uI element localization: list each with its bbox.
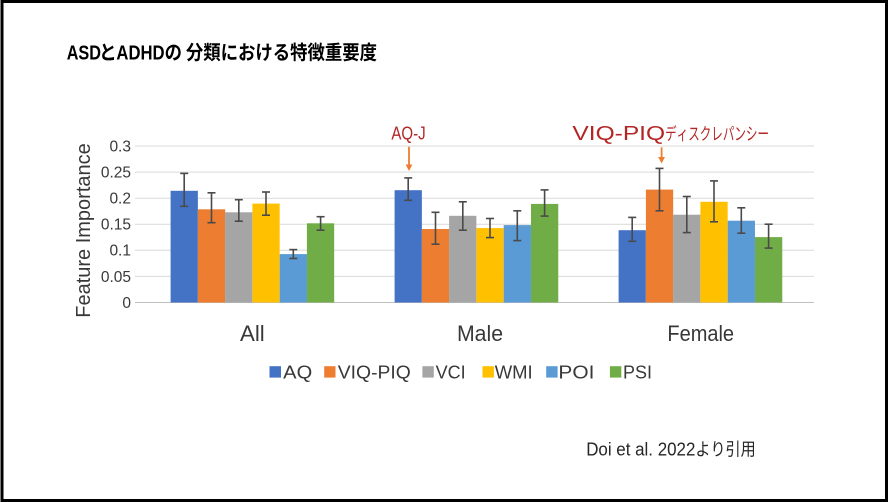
svg-text:0.05: 0.05 bbox=[101, 269, 131, 286]
svg-text:POI: POI bbox=[558, 362, 594, 383]
svg-text:0.15: 0.15 bbox=[101, 217, 131, 234]
svg-text:VCI: VCI bbox=[436, 362, 466, 383]
svg-text:0.1: 0.1 bbox=[109, 243, 131, 260]
svg-text:AQ: AQ bbox=[283, 362, 312, 383]
svg-text:0.2: 0.2 bbox=[109, 191, 131, 208]
svg-text:PSI: PSI bbox=[623, 362, 652, 383]
svg-text:0: 0 bbox=[122, 295, 131, 312]
svg-text:AQ-J: AQ-J bbox=[391, 123, 425, 144]
svg-text:Female: Female bbox=[667, 321, 734, 346]
svg-text:All: All bbox=[240, 321, 265, 346]
svg-text:WMI: WMI bbox=[495, 362, 533, 383]
svg-text:VIQ-PIQ: VIQ-PIQ bbox=[338, 362, 411, 383]
svg-text:Male: Male bbox=[457, 321, 503, 346]
svg-text:Doi et al. 2022: Doi et al. 2022 bbox=[586, 440, 695, 460]
svg-text:Feature Importance: Feature Importance bbox=[73, 143, 95, 318]
svg-text:VIQ-PIQ: VIQ-PIQ bbox=[572, 122, 665, 145]
svg-text:ADHD: ADHD bbox=[116, 43, 164, 65]
svg-text:0.25: 0.25 bbox=[101, 165, 131, 182]
svg-text:0.3: 0.3 bbox=[109, 138, 131, 155]
svg-text:ASD: ASD bbox=[67, 43, 101, 65]
